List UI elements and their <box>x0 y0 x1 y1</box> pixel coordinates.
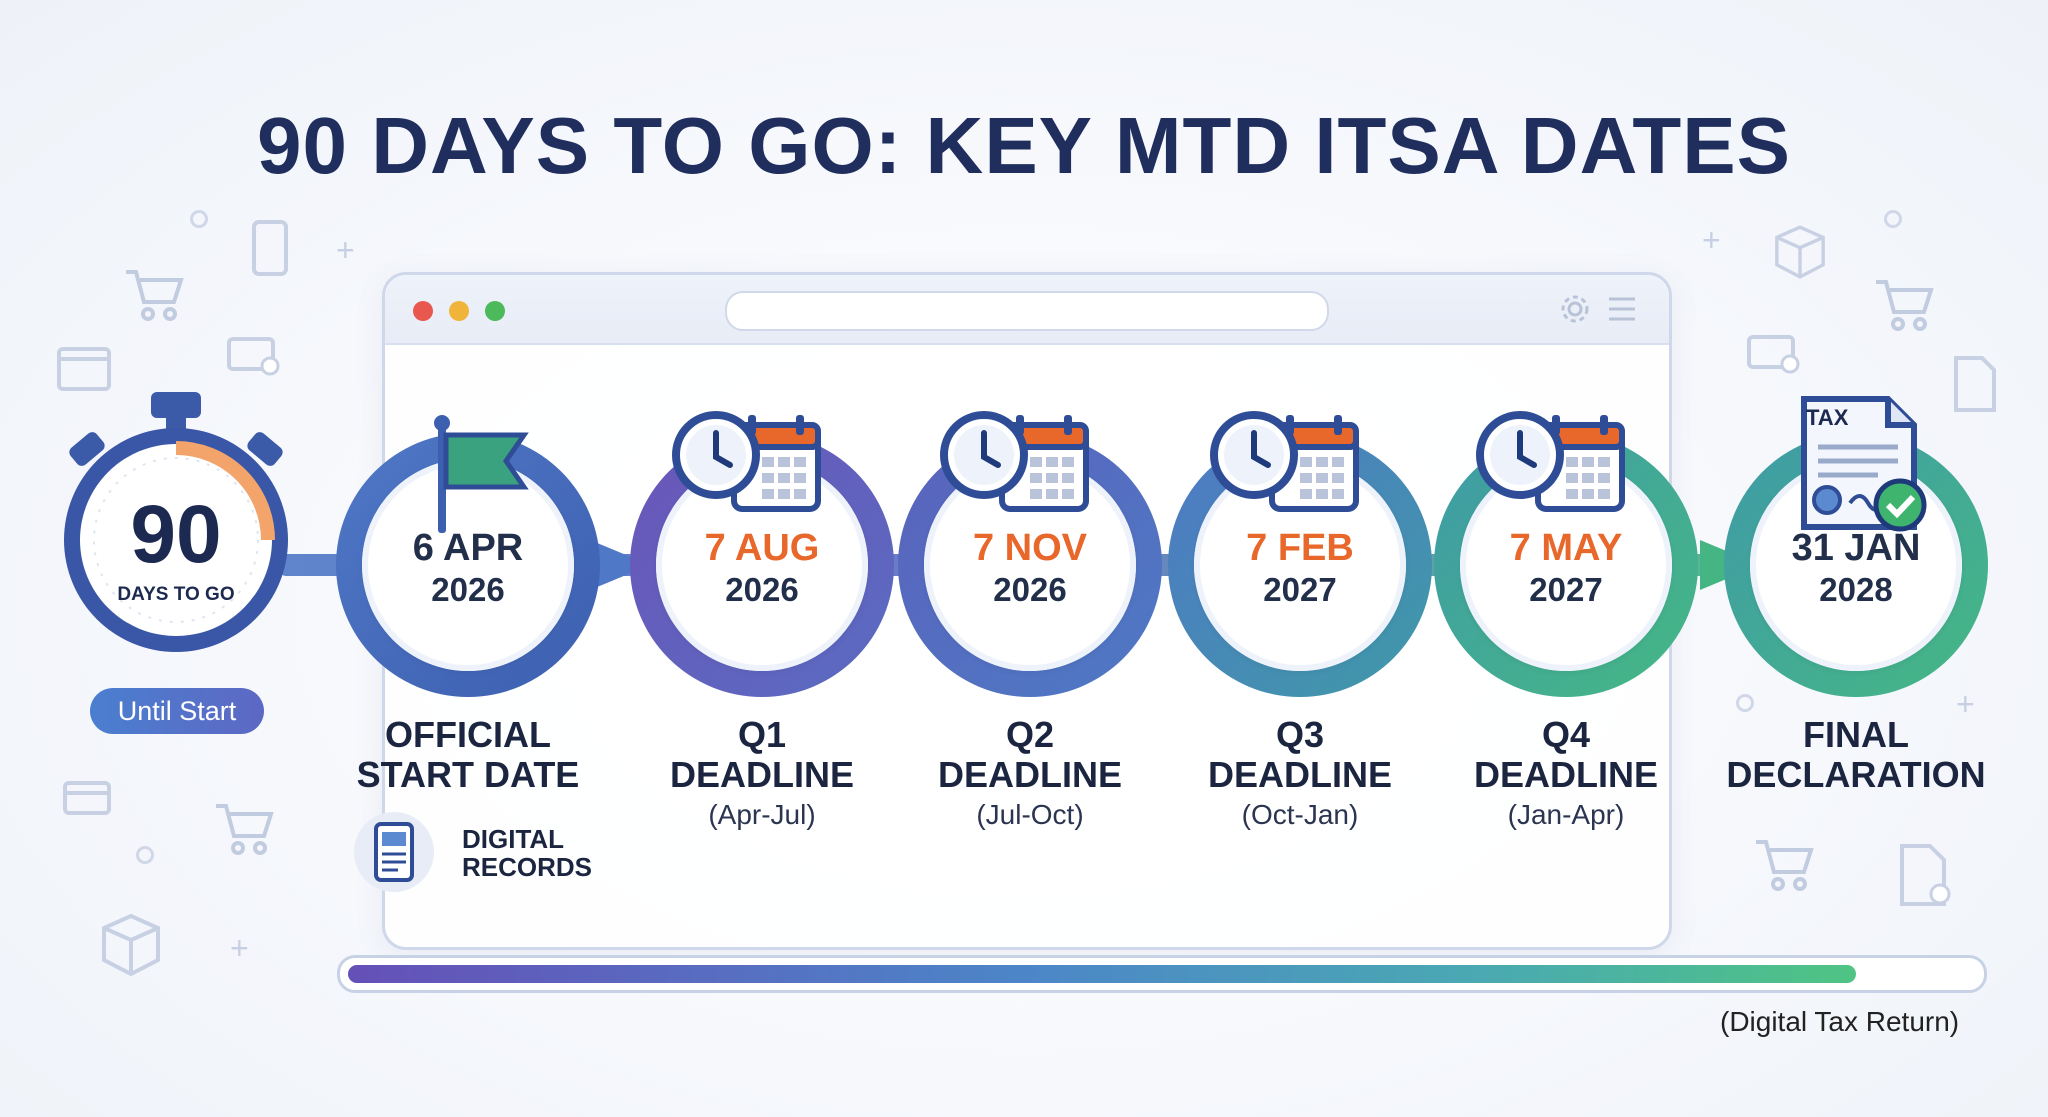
shopping-cart-icon <box>122 266 186 331</box>
milestone-label-line2: DEADLINE <box>937 754 1122 795</box>
countdown-caption: DAYS TO GO <box>117 584 235 605</box>
digital-records: DIGITAL RECORDS <box>354 812 594 902</box>
until-start-badge: Until Start <box>90 688 264 734</box>
milestone-label-line1: FINAL <box>1803 714 1909 755</box>
plus-icon: + <box>336 232 355 268</box>
milestone-2: 7 AUG 2026 Q1 DEADLINE (Apr-Jul) <box>582 411 942 977</box>
milestone-label-line2: START DATE <box>356 754 580 795</box>
milestone-4: 7 FEB 2027 Q3 DEADLINE (Oct-Jan) <box>1120 411 1480 977</box>
tablet-document-icon <box>354 812 434 892</box>
milestone-date: 7 NOV <box>972 527 1088 569</box>
milestone-date: 7 FEB <box>1246 527 1354 569</box>
clock-calendar-icon <box>672 403 832 528</box>
shopping-cart-icon <box>1752 836 1816 901</box>
countdown-number: 90 <box>130 489 222 580</box>
progress-caption: (Digital Tax Return) <box>1720 1006 1960 1037</box>
milestone-year: 2026 <box>725 571 799 608</box>
milestone-period: (Apr-Jul) <box>708 799 816 830</box>
address-bar[interactable] <box>725 291 1329 331</box>
plus-icon: + <box>1702 222 1721 258</box>
document-check-icon <box>1950 354 2000 419</box>
milestone-label-line1: OFFICIAL <box>385 714 551 755</box>
milestone-label: Q4 DEADLINE <box>1386 715 1746 795</box>
milestone-year: 2027 <box>1529 571 1603 608</box>
card-check-icon <box>1746 334 1802 379</box>
minimize-dot[interactable] <box>449 301 469 321</box>
clock-calendar-icon <box>940 403 1100 528</box>
digital-records-line2: RECORDS <box>462 852 593 882</box>
milestone-label-line1: Q1 <box>737 714 787 755</box>
menu-icon[interactable] <box>1607 295 1637 328</box>
shopping-cart-icon <box>212 800 276 865</box>
milestone-label-line2: DECLARATION <box>1726 754 1986 795</box>
card-check-icon <box>226 336 282 381</box>
countdown-stopwatch: 90 DAYS TO GO <box>56 390 296 680</box>
milestone-3: 7 NOV 2026 Q2 DEADLINE (Jul-Oct) <box>850 411 1210 977</box>
arrow-1 <box>590 540 650 590</box>
digital-records-line1: DIGITAL <box>462 824 565 854</box>
box-icon <box>96 910 166 985</box>
milestone-label: Q2 DEADLINE <box>850 715 1210 795</box>
milestone-date: 7 AUG <box>704 527 820 569</box>
milestone-year: 2028 <box>1819 571 1893 608</box>
phone-icon <box>250 218 290 283</box>
tax-form-icon <box>1896 842 1952 913</box>
milestone-year: 2026 <box>993 571 1067 608</box>
milestone-label-line1: Q2 <box>1005 714 1055 755</box>
milestone-label: Q3 DEADLINE <box>1120 715 1480 795</box>
milestone-inner <box>362 459 574 671</box>
page-title: 90 DAYS TO GO: KEY MTD ITSA DATES <box>256 101 1791 190</box>
tax-document-icon: TAX <box>1784 391 1934 546</box>
milestone-period: (Jul-Oct) <box>976 799 1084 830</box>
milestone-label-line1: Q3 <box>1275 714 1325 755</box>
flag-icon <box>428 413 538 548</box>
small-circle-icon <box>136 846 154 864</box>
gear-icon[interactable] <box>1559 293 1591 330</box>
stopwatch-icon <box>64 392 288 652</box>
browser-toolbar <box>385 275 1669 345</box>
milestone-label-line2: DEADLINE <box>669 754 854 795</box>
plus-icon: + <box>230 930 249 966</box>
shopping-cart-icon <box>1872 276 1936 341</box>
milestone-date: 6 APR <box>412 527 524 569</box>
milestone-date: 7 MAY <box>1509 527 1623 569</box>
milestone-1: 6 APR 2026 OFFICIAL START DATE <box>288 415 648 977</box>
milestone-label-line2: DEADLINE <box>1207 754 1392 795</box>
milestone-year: 2027 <box>1263 571 1337 608</box>
milestone-label-line1: Q4 <box>1541 714 1591 755</box>
milestone-6: TAX 31 JAN 2028 FINAL DECLARATION <box>1676 396 2036 977</box>
box-icon <box>1770 222 1830 287</box>
milestone-period: (Oct-Jan) <box>1241 799 1359 830</box>
milestone-label-line2: DEADLINE <box>1473 754 1658 795</box>
progress-fill <box>348 965 1856 983</box>
milestone-label: Q1 DEADLINE <box>582 715 942 795</box>
tax-doc-label: TAX <box>1806 405 1849 430</box>
plus-icon: + <box>1956 686 1975 722</box>
milestone-year: 2026 <box>431 571 505 608</box>
timeline-progress-bar <box>337 955 1987 993</box>
clock-calendar-icon <box>1210 403 1370 528</box>
maximize-dot[interactable] <box>485 301 505 321</box>
milestone-5: 7 MAY 2027 Q4 DEADLINE (Jan-Apr) <box>1386 411 1746 977</box>
clock-calendar-icon <box>1476 403 1636 528</box>
milestone-label: FINAL DECLARATION <box>1676 715 2036 795</box>
small-circle-icon <box>190 210 208 228</box>
milestone-period: (Jan-Apr) <box>1507 799 1625 830</box>
card-icon <box>62 780 112 821</box>
milestone-label: OFFICIAL START DATE <box>288 715 648 795</box>
web-window-icon <box>56 346 112 397</box>
milestone-date: 31 JAN <box>1791 527 1921 569</box>
small-circle-icon <box>1884 210 1902 228</box>
close-dot[interactable] <box>413 301 433 321</box>
small-circle-icon <box>1736 694 1754 712</box>
